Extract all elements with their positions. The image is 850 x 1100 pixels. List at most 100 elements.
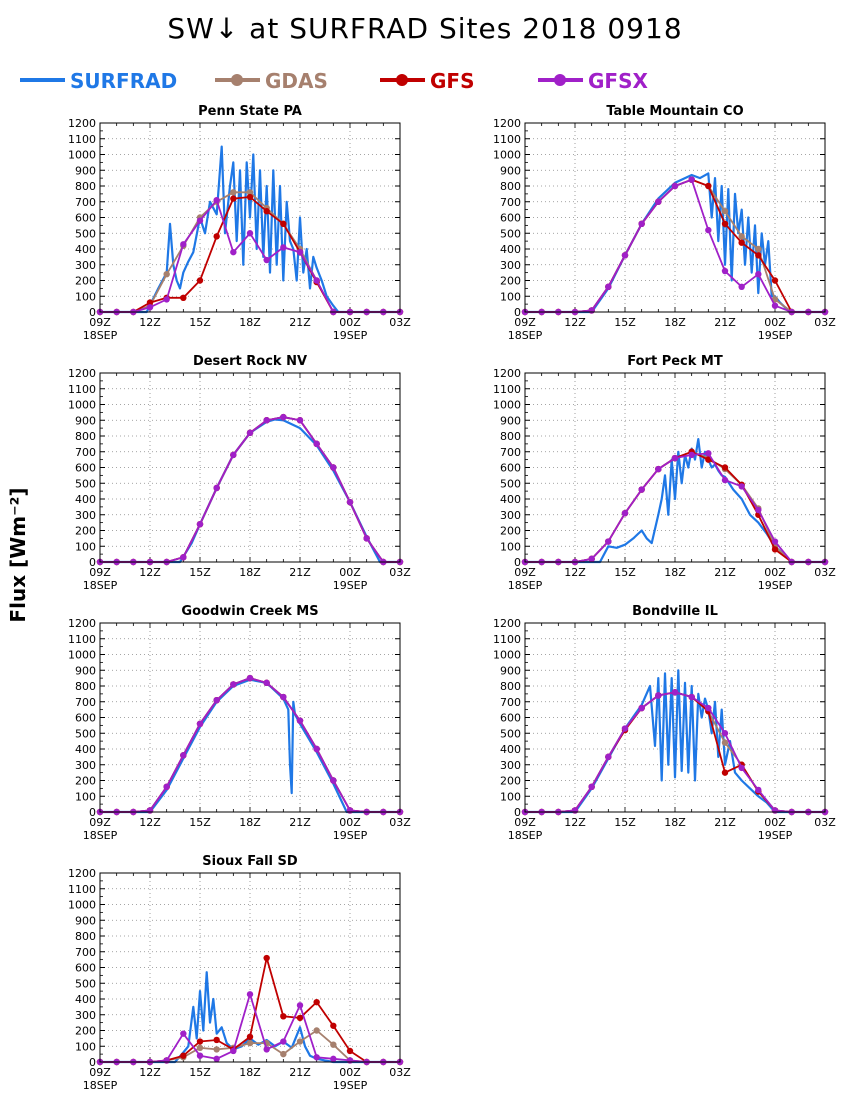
y-tick-label: 1000: [68, 899, 96, 912]
series-gfsx-point: [621, 252, 629, 259]
series-gfs-point: [146, 299, 154, 306]
y-tick-label: 0: [89, 306, 96, 319]
y-tick-label: 900: [500, 664, 521, 677]
x-date-label: 18SEP: [83, 1079, 118, 1092]
chart-panel: Bondville IL 0 100 200 300 400 500 600 700 800 900…: [493, 604, 836, 842]
plot-frame: [99, 372, 401, 563]
series-gfsx-point: [230, 451, 237, 459]
series-gfsx-point: [755, 506, 762, 514]
x-tick-label: 00Z: [339, 566, 361, 579]
y-tick-label: 1000: [493, 149, 521, 162]
y-tick-label: 1200: [493, 617, 521, 630]
series-gfsx-point: [588, 555, 595, 563]
y-tick-label: 400: [500, 243, 521, 256]
y-tick-label: 300: [75, 1009, 96, 1022]
chart-title: Table Mountain CO: [606, 104, 743, 119]
series-gfsx-point: [213, 696, 220, 704]
y-tick-label: 400: [75, 243, 96, 256]
series-surfrad-line: [525, 172, 825, 314]
x-tick-label: 09Z: [514, 316, 536, 329]
x-tick-label: 21Z: [289, 1066, 311, 1079]
chart-panel: Sioux Fall SD 0 100 200 300 400 500 600 700 800 90…: [68, 854, 411, 1092]
y-tick-label: 0: [514, 556, 521, 569]
series-gfsx-point: [263, 417, 270, 424]
x-tick-label: 03Z: [814, 316, 836, 329]
series-gfsx-point: [263, 1046, 270, 1053]
y-tick-label: 500: [500, 477, 521, 490]
x-tick-label: 21Z: [714, 816, 736, 829]
series-gfsx-point: [771, 538, 779, 545]
y-tick-label: 700: [75, 946, 96, 959]
x-tick-label: 15Z: [614, 566, 636, 579]
x-date-label: 19SEP: [333, 579, 368, 592]
y-tick-label: 800: [500, 680, 521, 693]
x-tick-label: 12Z: [139, 316, 161, 329]
series-gfsx-point: [330, 1055, 337, 1063]
series-gfsx-point: [180, 1030, 187, 1037]
y-tick-label: 1100: [68, 133, 96, 146]
series-gfsx-point: [213, 1055, 220, 1063]
y-tick-label: 100: [75, 1040, 96, 1053]
series-gdas-point: [296, 1038, 304, 1045]
series-gfs-point: [213, 1036, 220, 1044]
x-tick-label: 18Z: [239, 566, 261, 579]
series-gfsx-point: [196, 1052, 204, 1059]
y-tick-label: 700: [500, 196, 521, 209]
y-tick-label: 0: [89, 806, 96, 819]
chart-title: Penn State PA: [198, 104, 302, 119]
y-tick-label: 0: [514, 306, 521, 319]
y-tick-label: 1000: [493, 399, 521, 412]
y-tick-label: 800: [75, 180, 96, 193]
series-gdas-point: [196, 1044, 204, 1052]
x-tick-label: 12Z: [564, 566, 586, 579]
series-gfsx-point: [296, 248, 304, 256]
series-gfsx-point: [330, 777, 337, 784]
series-gfsx-point: [346, 498, 354, 506]
x-tick-label: 00Z: [764, 566, 786, 579]
y-tick-label: 900: [75, 914, 96, 927]
x-date-label: 18SEP: [83, 829, 118, 842]
series-gfsx-point: [180, 241, 187, 248]
x-date-label: 19SEP: [758, 579, 793, 592]
x-tick-label: 00Z: [764, 316, 786, 329]
x-tick-label: 09Z: [514, 816, 536, 829]
series-gfsx-point: [213, 484, 220, 492]
plot-frame: [99, 122, 401, 313]
series-gfsx-point: [230, 681, 237, 688]
series-gfsx-point: [346, 1057, 354, 1064]
series-gfsx-point: [721, 267, 729, 275]
series-gfsx-point: [263, 679, 270, 687]
y-tick-label: 0: [89, 556, 96, 569]
series-gfs-point: [296, 1014, 304, 1022]
plot-frame: [524, 122, 826, 313]
y-tick-label: 600: [500, 212, 521, 225]
series-gdas-point: [280, 1050, 287, 1058]
series-gfsx-point: [688, 693, 695, 701]
legend: SURFRAD GDAS GFS GFSX: [0, 62, 850, 98]
y-tick-label: 200: [75, 275, 96, 288]
series-gfsx-point: [638, 486, 645, 493]
x-tick-label: 12Z: [139, 566, 161, 579]
series-gfsx-point: [738, 764, 745, 772]
legend-label: GFSX: [588, 69, 648, 93]
x-tick-label: 18Z: [664, 566, 686, 579]
y-tick-label: 800: [75, 680, 96, 693]
x-tick-label: 09Z: [89, 566, 111, 579]
series-gfsx-point: [313, 277, 320, 284]
series-gfsx-point: [721, 730, 729, 737]
chart-title: Fort Peck MT: [627, 354, 723, 369]
y-tick-label: 200: [500, 775, 521, 788]
chart-panel: Fort Peck MT 0 100 200 300 400 500 600 700 800 900…: [493, 354, 836, 592]
x-tick-label: 00Z: [764, 816, 786, 829]
page-title: SW↓ at SURFRAD Sites 2018 0918: [167, 12, 683, 45]
series-gfsx-point: [621, 725, 629, 732]
series-gdas-point: [313, 1027, 320, 1034]
y-tick-label: 700: [75, 196, 96, 209]
plot-frame: [99, 872, 401, 1063]
chart-title: Goodwin Creek MS: [181, 604, 318, 619]
x-date-label: 19SEP: [333, 829, 368, 842]
x-tick-label: 03Z: [389, 1066, 411, 1079]
series-gfsx-point: [313, 1054, 320, 1061]
y-tick-label: 1100: [68, 883, 96, 896]
